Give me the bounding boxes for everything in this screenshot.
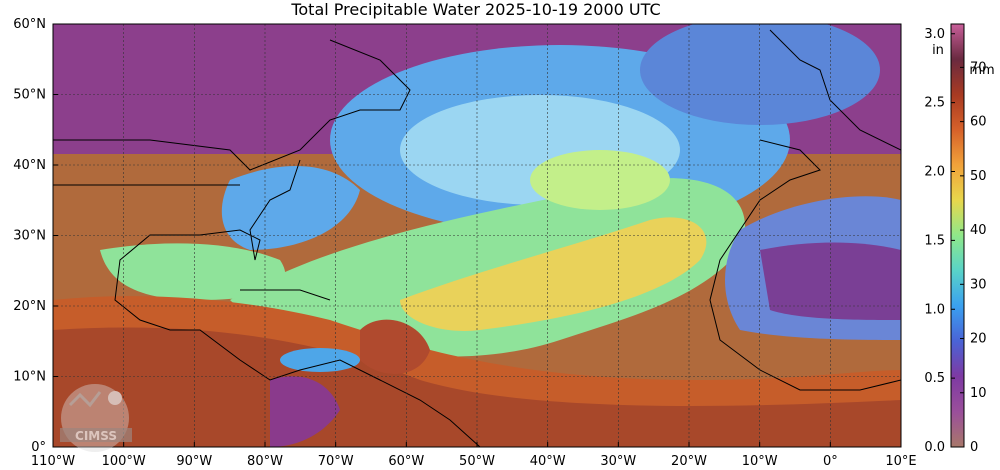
colorbar-in-label: 0.0 (924, 440, 945, 455)
coastlines (53, 29, 901, 447)
colorbar-in-label: 1.0 (924, 302, 945, 317)
cimss-logo: CIMSS (60, 384, 132, 452)
colorbar-in-label: 1.5 (924, 233, 945, 248)
longitude-labels: 110°W 100°W 90°W 80°W 70°W 60°W 50°W 40°W 30°W 20… (31, 442, 917, 469)
colorbar-mm-label: 60 (970, 115, 987, 130)
colorbar-mm-label: 40 (970, 223, 987, 238)
lon-tick-label: 70°W (318, 454, 354, 469)
lat-tick-label: 30°N (13, 229, 46, 244)
lon-tick-label: 80°W (247, 454, 283, 469)
lon-tick-label: 0° (823, 454, 838, 469)
lon-tick-label: 60°W (388, 454, 424, 469)
lon-tick-label: 40°W (530, 454, 566, 469)
latitude-labels: 60°N 50°N 40°N 30°N 20°N 10°N 0° (13, 17, 58, 455)
colorbar-mm-ticks: 0 10 20 30 40 50 60 70 (960, 60, 987, 455)
lon-tick-label: 90°W (176, 454, 212, 469)
colorbar-mm-unit: mm (969, 63, 994, 78)
colorbar-mm-label: 0 (970, 440, 978, 455)
colorbar-mm-label: 50 (970, 169, 987, 184)
lat-tick-label: 40°N (13, 158, 46, 173)
colorbar-in-label: 2.5 (924, 96, 945, 111)
colorbar-mm-label: 30 (970, 277, 987, 292)
colorbar-mm-label: 70 (970, 60, 987, 75)
colorbar: 0.0 0.5 1.0 1.5 2.0 2.5 3.0 0 10 20 30 40 50 60 70 in… (924, 23, 995, 455)
tpw-field (53, 24, 901, 447)
lat-tick-label: 10°N (13, 370, 46, 385)
lat-tick-label: 60°N (13, 17, 46, 32)
cimss-logo-text: CIMSS (75, 429, 117, 443)
lon-tick-label: 10°E (885, 454, 916, 469)
colorbar-in-label: 2.0 (924, 165, 945, 180)
colorbar-inch-ticks: 0.0 0.5 1.0 1.5 2.0 2.5 3.0 (924, 27, 955, 455)
map-title: Total Precipitable Water 2025-10-19 2000… (291, 0, 661, 19)
lon-tick-label: 20°W (671, 454, 707, 469)
colorbar-in-label: 0.5 (924, 371, 945, 386)
lon-tick-label: 50°W (459, 454, 495, 469)
lat-tick-label: 20°N (13, 299, 46, 314)
lon-tick-label: 110°W (31, 454, 75, 469)
colorbar-gradient (950, 23, 965, 448)
colorbar-in-unit: in (932, 43, 944, 58)
gridlines (53, 24, 901, 447)
lon-tick-label: 10°W (742, 454, 778, 469)
lon-tick-label: 30°W (600, 454, 636, 469)
colorbar-mm-label: 10 (970, 386, 987, 401)
lat-tick-label: 0° (31, 440, 46, 455)
lon-tick-label: 100°W (102, 454, 146, 469)
lat-tick-label: 50°N (13, 88, 46, 103)
colorbar-mm-label: 20 (970, 332, 987, 347)
colorbar-in-label: 3.0 (924, 27, 945, 42)
